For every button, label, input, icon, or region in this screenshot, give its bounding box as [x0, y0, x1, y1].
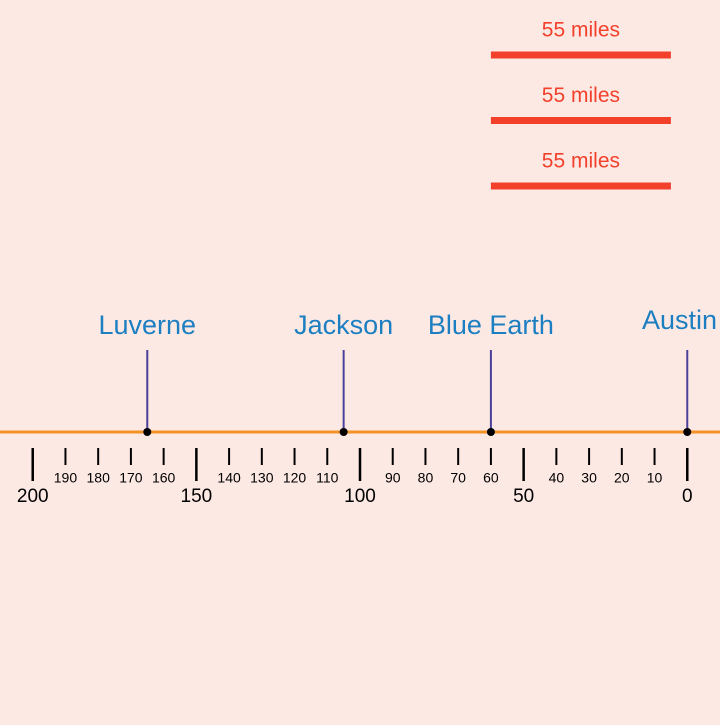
minor-tick-label: 30	[581, 470, 597, 486]
city-dot	[339, 428, 348, 436]
minor-tick-label: 130	[250, 470, 274, 486]
city-dot	[683, 428, 692, 436]
minor-tick-label: 10	[647, 470, 663, 486]
minor-tick-label: 20	[614, 470, 630, 486]
city-dot	[143, 428, 152, 436]
minor-tick-label: 40	[549, 470, 565, 486]
minor-tick-label: 190	[54, 470, 78, 486]
city-label: Austin	[642, 305, 717, 335]
scale-bar-label: 55 miles	[542, 150, 620, 173]
minor-tick-label: 90	[385, 470, 401, 486]
city-label: Luverne	[98, 310, 196, 340]
major-tick-label: 0	[682, 486, 693, 507]
city-label: Blue Earth	[428, 310, 554, 340]
scale-bar-label: 55 miles	[542, 19, 620, 42]
minor-tick-label: 70	[450, 470, 466, 486]
major-tick-label: 100	[344, 486, 376, 507]
scale-bar	[490, 182, 671, 190]
minor-tick-label: 120	[283, 470, 307, 486]
scale-bar	[490, 117, 671, 124]
minor-tick-label: 140	[217, 470, 241, 486]
minor-tick-label: 60	[483, 470, 499, 486]
minor-tick-label: 170	[119, 470, 143, 486]
minor-tick-label: 80	[418, 470, 434, 486]
scale-bar	[490, 51, 671, 59]
major-tick-label: 200	[17, 486, 49, 507]
city-label: Jackson	[294, 310, 393, 340]
city-dot	[486, 428, 495, 436]
minor-tick-label: 110	[316, 470, 339, 486]
major-tick-label: 150	[181, 486, 213, 507]
scale-bar-label: 55 miles	[542, 84, 620, 107]
major-tick-label: 50	[513, 486, 534, 507]
minor-tick-label: 160	[152, 470, 176, 486]
minor-tick-label: 180	[87, 470, 111, 486]
